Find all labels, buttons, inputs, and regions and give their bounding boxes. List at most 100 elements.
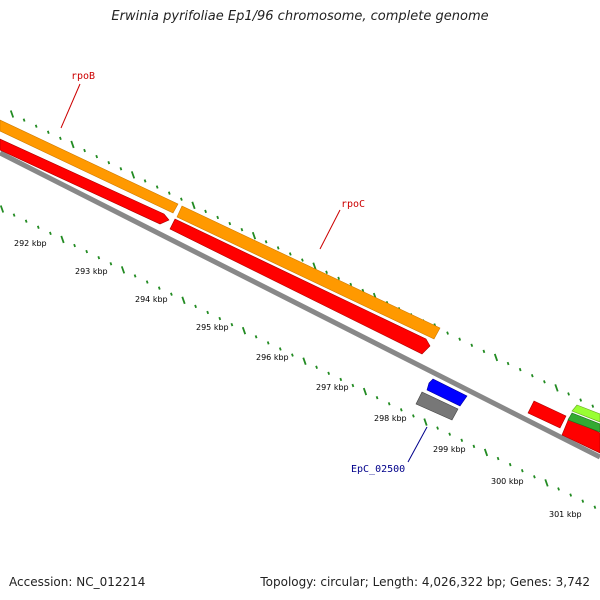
- inner-ruler-minor-tick: [399, 408, 403, 412]
- inner-ruler-minor-tick: [557, 487, 560, 491]
- inner-ruler-minor-tick: [508, 462, 512, 467]
- red-cds-right-1[interactable]: [527, 400, 567, 429]
- inner-ruler-minor-tick: [73, 243, 76, 248]
- genome-backbone: [0, 150, 600, 460]
- outer-ruler-minor-tick: [119, 167, 123, 171]
- rpoc-leader-line: [319, 209, 341, 250]
- inner-ruler-minor-tick: [157, 286, 161, 290]
- inner-ruler-major-tick: [302, 357, 307, 365]
- outer-ruler-minor-tick: [180, 197, 183, 201]
- kbp-label-297: 297 kbp: [316, 383, 349, 392]
- inner-ruler-minor-tick: [533, 475, 536, 479]
- inner-ruler-minor-tick: [194, 304, 197, 309]
- inner-ruler-major-tick: [544, 479, 549, 487]
- rpob-leader-line: [60, 83, 81, 129]
- inner-ruler-minor-tick: [569, 493, 573, 497]
- inner-ruler-minor-tick: [266, 341, 270, 345]
- inner-ruler-minor-tick: [291, 353, 294, 357]
- inner-ruler-minor-tick: [85, 249, 89, 254]
- kbp-label-298: 298 kbp: [374, 414, 407, 423]
- outer-ruler-minor-tick: [240, 227, 244, 232]
- kbp-label-292: 292 kbp: [14, 239, 47, 248]
- kbp-label-295: 295 kbp: [196, 323, 229, 332]
- outer-ruler-minor-tick: [155, 185, 159, 189]
- inner-ruler-minor-tick: [206, 310, 210, 315]
- outer-ruler-major-tick: [251, 231, 257, 240]
- rpoc-label[interactable]: rpoC: [341, 199, 365, 210]
- inner-ruler-major-tick: [241, 326, 247, 335]
- inner-ruler-minor-tick: [170, 292, 173, 296]
- rpoc-cds-arrow[interactable]: [169, 218, 431, 355]
- inner-ruler-major-tick: [0, 205, 5, 213]
- inner-ruler-minor-tick: [49, 231, 52, 236]
- inner-ruler-ticks: [0, 205, 597, 509]
- outer-ruler-minor-tick: [446, 331, 449, 335]
- inner-ruler-major-tick: [362, 387, 368, 396]
- inner-ruler-minor-tick: [412, 414, 415, 418]
- rpob-gene-track[interactable]: [0, 119, 179, 214]
- inner-ruler-minor-tick: [327, 371, 331, 376]
- outer-ruler-minor-tick: [83, 148, 86, 153]
- outer-ruler-minor-tick: [458, 337, 462, 341]
- inner-ruler-minor-tick: [36, 225, 40, 229]
- inner-ruler-minor-tick: [496, 456, 500, 461]
- green-feature-right[interactable]: [567, 412, 600, 433]
- inner-ruler-minor-tick: [109, 262, 113, 266]
- kbp-label-296: 296 kbp: [256, 353, 289, 362]
- inner-ruler-major-tick: [483, 448, 489, 457]
- accession-text: Accession: NC_012214: [9, 575, 146, 589]
- inner-ruler-minor-tick: [254, 335, 258, 339]
- inner-ruler-minor-tick: [339, 377, 343, 382]
- inner-ruler-major-tick: [423, 418, 428, 426]
- inner-ruler-major-tick: [60, 235, 65, 244]
- outer-ruler-minor-tick: [59, 136, 62, 141]
- outer-ruler-minor-tick: [46, 130, 50, 134]
- kbp-label-294: 294 kbp: [135, 295, 168, 304]
- outer-ruler-minor-tick: [143, 179, 147, 183]
- outer-ruler-major-tick: [70, 140, 75, 149]
- outer-ruler-minor-tick: [506, 361, 510, 366]
- epc-02500-cds-arrow[interactable]: [426, 378, 468, 407]
- inner-ruler-minor-tick: [278, 347, 282, 351]
- inner-ruler-minor-tick: [520, 469, 524, 473]
- outer-ruler-major-tick: [554, 384, 559, 392]
- inner-ruler-minor-tick: [97, 255, 101, 260]
- inner-ruler-minor-tick: [315, 365, 318, 369]
- inner-ruler-minor-tick: [593, 505, 597, 509]
- outer-ruler-minor-tick: [530, 374, 534, 378]
- outer-ruler-minor-tick: [301, 258, 304, 262]
- outer-ruler-minor-tick: [216, 215, 220, 220]
- epc-02500-label[interactable]: EpC_02500: [351, 464, 405, 475]
- map-title: Erwinia pyrifoliae Ep1/96 chromosome, co…: [111, 9, 489, 24]
- inner-ruler-minor-tick: [387, 402, 391, 406]
- inner-ruler-major-tick: [120, 266, 126, 274]
- epc-02500-gene-track[interactable]: [415, 391, 459, 421]
- inner-ruler-minor-tick: [375, 395, 379, 400]
- inner-ruler-major-tick: [181, 296, 186, 305]
- rpob-cds-arrow[interactable]: [0, 138, 170, 225]
- outer-ruler-minor-tick: [470, 343, 474, 347]
- inner-ruler-minor-tick: [351, 383, 355, 388]
- outer-ruler-major-tick: [493, 353, 499, 362]
- lime-feature-right[interactable]: [571, 404, 600, 423]
- outer-ruler-minor-tick: [337, 276, 341, 281]
- kbp-label-301: 301 kbp: [549, 510, 582, 519]
- outer-ruler-minor-tick: [107, 160, 111, 165]
- inner-ruler-minor-tick: [218, 316, 222, 321]
- rpob-label[interactable]: rpoB: [71, 71, 95, 82]
- outer-ruler-minor-tick: [228, 221, 232, 226]
- inner-ruler-minor-tick: [448, 432, 452, 436]
- inner-ruler-minor-tick: [436, 426, 439, 430]
- rpoc-gene-track[interactable]: [176, 205, 441, 340]
- outer-ruler-major-tick: [9, 110, 15, 118]
- outer-ruler-minor-tick: [276, 246, 280, 250]
- outer-ruler-minor-tick: [204, 209, 207, 214]
- inner-ruler-minor-tick: [145, 280, 149, 284]
- epc-02500-leader-line: [407, 426, 428, 463]
- outer-ruler-minor-tick: [95, 154, 99, 159]
- inner-ruler-minor-tick: [581, 499, 585, 503]
- inner-ruler-minor-tick: [230, 322, 234, 327]
- inner-ruler-minor-tick: [472, 444, 476, 449]
- outer-ruler-minor-tick: [349, 282, 353, 287]
